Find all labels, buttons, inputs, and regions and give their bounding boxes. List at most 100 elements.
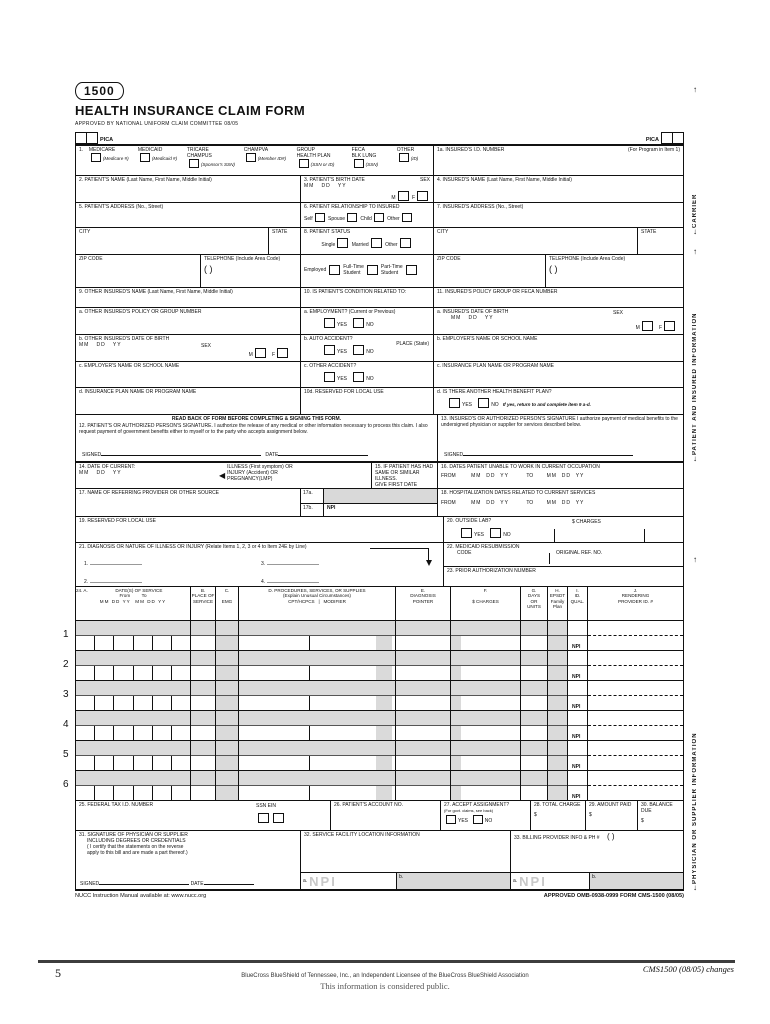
box-26-patient-account[interactable]: 26. PATIENT'S ACCOUNT NO. <box>331 800 441 830</box>
box-3-birth-date-sex[interactable]: 3. PATIENT'S BIRTH DATE SEX MM DD YY M F <box>301 175 434 202</box>
checkbox-feca[interactable] <box>353 158 364 168</box>
box-33b-other-id[interactable]: b. <box>590 872 683 889</box>
box-9b-other-insured-dob: b. OTHER INSURED'S DATE OF BIRTH SEX MM … <box>76 334 301 361</box>
box-9-other-insured-name[interactable]: 9. OTHER INSURED'S NAME (Last Name, Firs… <box>76 287 301 307</box>
service-line-1[interactable]: 1 NPI <box>63 620 683 651</box>
checkbox-rel-self[interactable] <box>314 212 325 222</box>
patient-signature-line[interactable] <box>101 449 262 456</box>
checkbox-benefit-no[interactable] <box>478 397 490 408</box>
box-33a-npi[interactable]: a. NPI <box>511 872 590 889</box>
checkbox-sex-m[interactable] <box>397 190 409 201</box>
checkbox-other-sex-m[interactable] <box>254 347 266 358</box>
box-1a-insured-id[interactable]: 1a. INSURED'S I.D. NUMBER (For Program i… <box>437 146 680 153</box>
checkbox-lab-yes[interactable] <box>461 527 472 538</box>
checkbox-assign-yes[interactable] <box>446 814 456 824</box>
box-30-balance-due[interactable]: 30. BALANCE DUE $ <box>641 801 673 824</box>
box-9c-employer-name[interactable]: c. EMPLOYER'S NAME OR SCHOOL NAME <box>76 361 301 387</box>
service-line-4[interactable]: 4 NPI <box>63 710 683 741</box>
patient-signature-date-line[interactable] <box>278 449 369 456</box>
service-line-3[interactable]: 3 NPI <box>63 680 683 711</box>
checkbox-married[interactable] <box>370 237 382 248</box>
service-line-5[interactable]: 5 NPI <box>63 740 683 771</box>
pica-checkboxes-right[interactable] <box>661 131 684 144</box>
box-7-insured-address[interactable]: 7. INSURED'S ADDRESS (No., Street) <box>437 203 524 210</box>
checkbox-benefit-yes[interactable] <box>449 397 460 408</box>
patient-zip[interactable]: ZIP CODE <box>76 254 201 287</box>
checkbox-employment-no[interactable] <box>353 317 365 328</box>
checkbox-medicaid[interactable] <box>139 152 150 162</box>
box-9a-policy-number[interactable]: a. OTHER INSURED'S POLICY OR GROUP NUMBE… <box>76 307 301 334</box>
checkbox-insured-sex-f[interactable] <box>664 320 675 331</box>
box-17-referring-provider[interactable]: 17. NAME OF REFERRING PROVIDER OR OTHER … <box>76 488 301 516</box>
box-29-amount-paid[interactable]: 29. AMOUNT PAID $ <box>586 800 638 830</box>
box-11c-insurance-plan[interactable]: c. INSURANCE PLAN NAME OR PROGRAM NAME <box>437 362 554 369</box>
checkbox-auto-yes[interactable] <box>324 344 335 355</box>
checkbox-sex-f[interactable] <box>417 190 428 201</box>
checkbox-lab-no[interactable] <box>490 527 502 538</box>
box-32b-other-id[interactable]: b. <box>397 872 510 889</box>
box-32-location-field[interactable]: 32. SERVICE FACILITY LOCATION INFORMATIO… <box>304 831 420 838</box>
checkbox-other-sex-f[interactable] <box>277 347 288 358</box>
checkbox-auto-no[interactable] <box>353 344 365 355</box>
checkbox-insured-sex-m[interactable] <box>641 320 653 331</box>
checkbox-champva[interactable] <box>245 152 256 162</box>
physician-signature-line[interactable] <box>99 878 190 885</box>
box-28-total-charge[interactable]: 28. TOTAL CHARGE $ <box>531 800 586 830</box>
service-line-6[interactable]: 6 NPI <box>63 770 683 801</box>
checkbox-parttime-student[interactable] <box>405 264 417 275</box>
arrow-up-icon: ↑ <box>693 85 697 94</box>
checkbox-employment-yes[interactable] <box>324 317 335 328</box>
box-22-medicaid-resubmission[interactable]: 22. MEDICAID RESUBMISSION CODE ORIGINAL R… <box>444 543 683 567</box>
box-17a-id-field[interactable] <box>324 488 437 503</box>
box-10d-reserved[interactable]: 10d. RESERVED FOR LOCAL USE <box>301 387 434 414</box>
insured-state[interactable]: STATE <box>641 228 657 235</box>
checkbox-rel-other[interactable] <box>401 212 412 222</box>
checkbox-rel-spouse[interactable] <box>346 212 357 222</box>
col-a-header: 24. A. DATE(S) OF SERVICE From To MM DD … <box>76 586 191 620</box>
box-32a-npi[interactable]: a. NPI <box>301 872 397 889</box>
patient-state[interactable]: STATE <box>269 227 301 254</box>
insured-city[interactable]: CITY <box>434 227 638 254</box>
box-17b-npi-field[interactable] <box>338 504 437 516</box>
checkbox-employed[interactable] <box>329 264 341 275</box>
checkbox-fulltime-student[interactable] <box>366 264 378 275</box>
box-11b-employer-name[interactable]: b. EMPLOYER'S NAME OR SCHOOL NAME <box>437 335 538 342</box>
patient-city[interactable]: CITY <box>76 227 269 254</box>
checkbox-otheracc-yes[interactable] <box>324 371 335 382</box>
npi-label: NPI <box>568 665 587 680</box>
box-10-condition-related: 10. IS PATIENT'S CONDITION RELATED TO: <box>301 287 434 307</box>
box-9d-plan-name[interactable]: d. INSURANCE PLAN NAME OR PROGRAM NAME <box>76 387 301 414</box>
form-footer: NUCC Instruction Manual available at: ww… <box>75 893 684 900</box>
col-f-header: F. $ CHARGES <box>451 586 521 620</box>
box-2-patient-name[interactable]: 2. PATIENT'S NAME (Last Name, First Name… <box>76 175 301 202</box>
checkbox-single[interactable] <box>337 237 349 248</box>
form-title: HEALTH INSURANCE CLAIM FORM <box>75 103 306 119</box>
checkbox-ssn[interactable] <box>258 812 269 823</box>
npi-label: NPI <box>568 695 587 710</box>
checkbox-other-plan[interactable] <box>398 152 409 162</box>
checkbox-medicare[interactable] <box>90 152 101 162</box>
insured-telephone[interactable]: TELEPHONE (Include Area Code)( ) <box>549 255 626 274</box>
box-19-reserved-local[interactable]: 19. RESERVED FOR LOCAL USE <box>76 516 444 542</box>
box-8-patient-status: 8. PATIENT STATUS Single Married Other <box>301 227 434 254</box>
box-23-prior-auth[interactable]: 23. PRIOR AUTHORIZATION NUMBER <box>447 567 536 574</box>
service-line-2[interactable]: 2 NPI <box>63 650 683 681</box>
checkbox-rel-child[interactable] <box>373 212 384 222</box>
checkbox-assign-no[interactable] <box>472 814 483 824</box>
checkbox-otheracc-no[interactable] <box>353 371 365 382</box>
patient-telephone[interactable]: TELEPHONE (Include Area Code)( ) <box>201 254 301 287</box>
box-5-patient-address[interactable]: 5. PATIENT'S ADDRESS (No., Street) <box>76 202 301 227</box>
box-25-federal-tax-id[interactable]: 25. FEDERAL TAX I.D. NUMBER SSN EIN <box>76 800 331 830</box>
checkbox-ein[interactable] <box>273 812 284 823</box>
checkbox-tricare[interactable] <box>188 158 199 168</box>
checkbox-group-health[interactable] <box>298 158 309 168</box>
checkbox-status-other[interactable] <box>399 237 411 248</box>
pica-checkboxes-left[interactable] <box>75 131 98 144</box>
box-11-policy-group[interactable]: 11. INSURED'S POLICY GROUP OR FECA NUMBE… <box>437 288 558 295</box>
physician-date-line[interactable] <box>203 878 254 885</box>
insured-signature-line[interactable] <box>463 449 634 456</box>
insured-zip[interactable]: ZIP CODE <box>434 254 546 287</box>
box-33-info-field[interactable]: 33. BILLING PROVIDER INFO & PH # ( ) <box>514 831 615 841</box>
box-4-insured-name[interactable]: 4. INSURED'S NAME (Last Name, First Name… <box>437 176 572 183</box>
box-22-23: 22. MEDICAID RESUBMISSION CODE ORIGINAL R… <box>444 543 683 586</box>
